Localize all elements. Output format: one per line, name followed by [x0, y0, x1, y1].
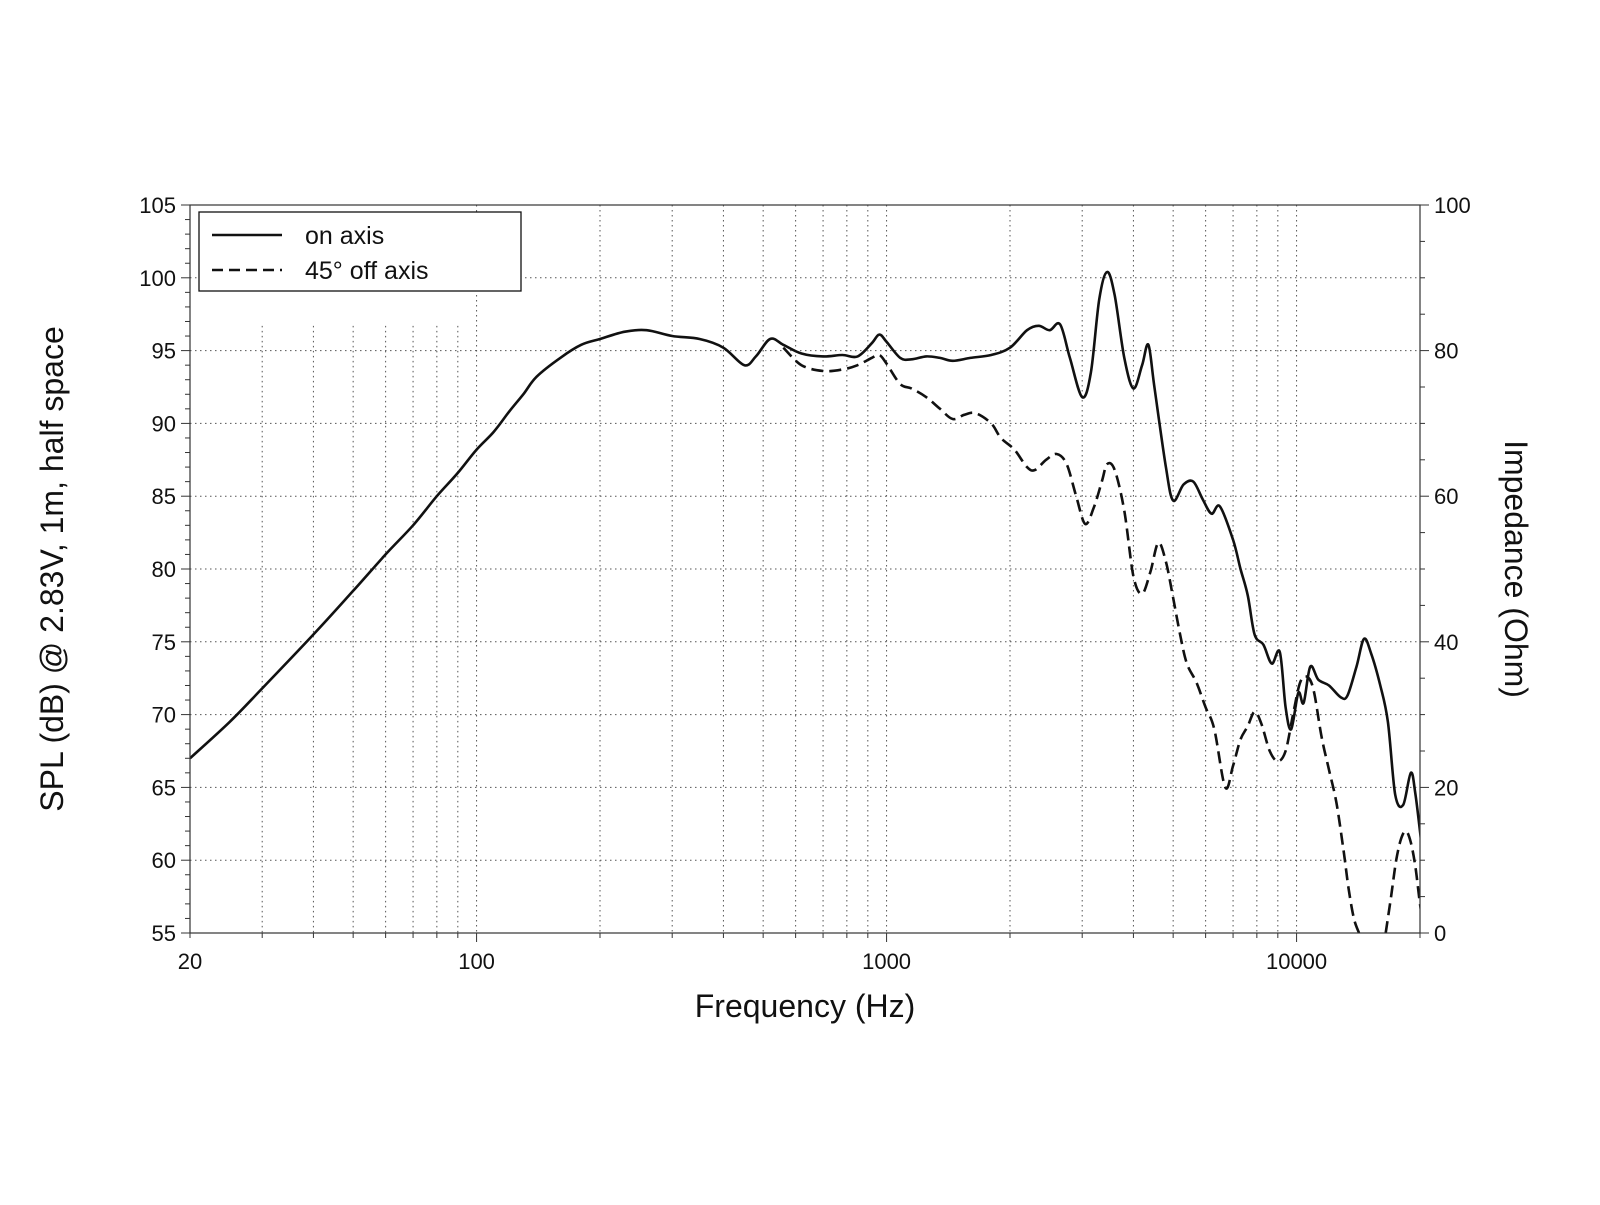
x-tick-label: 100: [458, 949, 495, 974]
x-tick-label: 1000: [862, 949, 911, 974]
y-tick-label: 105: [139, 193, 176, 218]
y-tick-label: 95: [152, 339, 176, 364]
x-tick-label: 20: [178, 949, 202, 974]
legend-box: [198, 211, 522, 292]
x-tick-label: 10000: [1266, 949, 1327, 974]
y2-tick-label: 20: [1434, 775, 1458, 800]
legend-label-on-axis: on axis: [305, 222, 384, 250]
y-tick-label: 70: [152, 703, 176, 728]
y2-tick-label: 0: [1434, 921, 1446, 946]
y-tick-label: 100: [139, 266, 176, 291]
y-tick-label: 90: [152, 411, 176, 436]
x-axis-title: Frequency (Hz): [695, 988, 916, 1024]
y2-tick-label: 40: [1434, 630, 1458, 655]
series-layer: [190, 270, 1420, 933]
y2-tick-label: 100: [1434, 193, 1471, 218]
y-tick-label: 85: [152, 484, 176, 509]
ticks-layer: [181, 204, 1429, 942]
series-line-off-axis: [1384, 829, 1420, 933]
grid-layer: [190, 205, 1420, 933]
legend-label-off-axis: 45° off axis: [305, 257, 429, 285]
y-tick-label: 80: [152, 557, 176, 582]
y-tick-label: 65: [152, 775, 176, 800]
series-line-off-axis: [782, 346, 1361, 933]
labels-layer: 55 60 65 70 75 80 85 90 95 100 105 0 20 40 60 80 100 20 10…: [139, 193, 1470, 974]
series-line-on-axis: [190, 270, 1420, 843]
y-tick-label: 55: [152, 921, 176, 946]
y2-tick-label: 60: [1434, 484, 1458, 509]
y-tick-label: 75: [152, 630, 176, 655]
y2-axis-title: Impedance (Ohm): [1498, 440, 1534, 698]
y-tick-label: 60: [152, 848, 176, 873]
legend: on axis 45° off axis: [198, 211, 522, 292]
y2-tick-label: 80: [1434, 339, 1458, 364]
y-axis-title: SPL (dB) @ 2.83V, 1m, half space: [34, 326, 70, 811]
